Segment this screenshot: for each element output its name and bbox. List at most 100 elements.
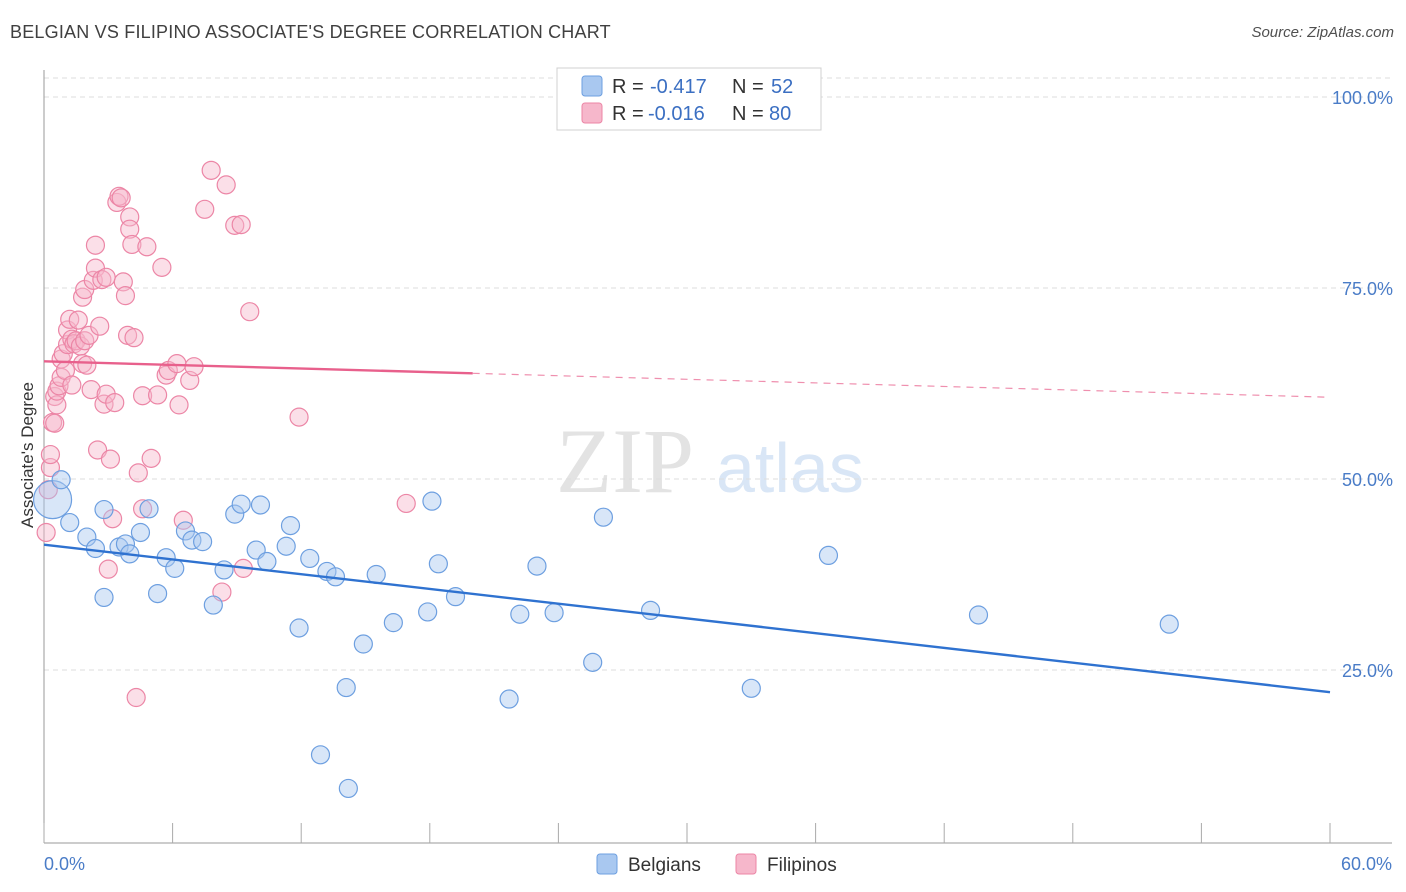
filipinos-point-63 xyxy=(167,354,187,374)
filipinos-point-42 xyxy=(105,393,125,413)
belgians-point-50 xyxy=(968,605,989,625)
filipinos-point-73 xyxy=(231,214,251,235)
belgians-point-24 xyxy=(257,551,277,572)
belgians-point-14 xyxy=(165,558,185,578)
belgians-point-2 xyxy=(60,512,80,533)
filipinos-point-58 xyxy=(141,448,161,468)
filipinos-point-40 xyxy=(100,449,121,469)
legend-n-value-filipinos: 80 xyxy=(769,103,791,125)
belgians-point-34 xyxy=(353,634,373,654)
y-tick-label-25: 25.0% xyxy=(1342,661,1393,681)
bottom-legend-swatch-belgians xyxy=(596,853,618,875)
belgians-point-20 xyxy=(225,504,245,524)
belgians-point-32 xyxy=(336,677,356,698)
legend-r-value-filipinos: -0.016 xyxy=(648,103,705,125)
belgians-point-1 xyxy=(51,470,71,490)
belgians-point-11 xyxy=(139,499,159,519)
belgians-point-42 xyxy=(510,604,530,624)
filipinos-point-71 xyxy=(216,175,236,195)
legend-r-label-filipinos: R = xyxy=(612,103,644,125)
belgians-point-29 xyxy=(310,745,331,765)
belgians-point-38 xyxy=(422,491,442,511)
y-tick-label-50: 50.0% xyxy=(1342,470,1393,490)
belgians-point-17 xyxy=(193,532,213,552)
y-tick-labels: 25.0% 50.0% 75.0% 100.0% xyxy=(1332,88,1393,681)
filipinos-point-3 xyxy=(40,444,61,465)
belgians-point-47 xyxy=(640,600,661,621)
y-tick-label-100: 100.0% xyxy=(1332,88,1393,108)
filipinos-point-7 xyxy=(47,395,67,415)
filipinos-trend-extension xyxy=(472,372,1331,398)
belgians-point-36 xyxy=(383,613,403,633)
y-axis-label: Associate's Degree xyxy=(18,382,37,528)
x-tick-label-max: 60.0% xyxy=(1341,854,1392,874)
belgians-point-44 xyxy=(544,603,564,623)
x-ticks xyxy=(43,823,1331,843)
filipinos-point-59 xyxy=(147,385,168,405)
filipinos-point-57 xyxy=(137,237,157,257)
filipinos-point-2 xyxy=(40,457,61,478)
filipinos-point-6 xyxy=(45,413,65,433)
filipinos-point-29 xyxy=(81,380,101,400)
filipinos-point-60 xyxy=(152,257,172,277)
legend-n-value-belgians: 52 xyxy=(771,76,793,98)
filipinos-point-54 xyxy=(128,463,148,483)
legend-r-value-belgians: -0.417 xyxy=(650,76,707,98)
filipinos-point-75 xyxy=(240,302,260,322)
filipinos-point-68 xyxy=(195,199,215,219)
filipinos-point-47 xyxy=(115,286,136,306)
belgians-point-27 xyxy=(289,618,309,638)
filipinos-point-37 xyxy=(96,267,116,287)
belgians-point-43 xyxy=(527,556,547,576)
filipinos-point-52 xyxy=(124,328,144,348)
filipinos-point-18 xyxy=(62,375,82,395)
trend-lines xyxy=(43,360,1331,694)
belgians-point-39 xyxy=(428,554,448,574)
belgians-point-26 xyxy=(280,516,301,536)
legend-n-label-filipinos: N = xyxy=(732,103,764,125)
belgians-point-12 xyxy=(147,583,168,604)
belgians-points xyxy=(32,470,1179,799)
chart-title: BELGIAN VS FILIPINO ASSOCIATE'S DEGREE C… xyxy=(10,22,611,42)
bottom-legend-label-filipinos: Filipinos xyxy=(767,855,837,876)
belgians-point-6 xyxy=(94,587,114,608)
axes xyxy=(43,70,1392,844)
filipinos-point-50 xyxy=(120,219,140,239)
filipinos-point-53 xyxy=(126,687,146,708)
belgians-point-21 xyxy=(231,494,251,514)
belgians-point-4 xyxy=(85,538,106,559)
belgians-point-37 xyxy=(418,602,438,622)
gridlines xyxy=(44,77,1392,671)
filipinos-point-39 xyxy=(98,559,118,579)
belgians-point-5 xyxy=(94,499,114,520)
belgians-point-51 xyxy=(1159,614,1179,634)
belgians-trend-line xyxy=(43,543,1331,694)
watermark-atlas: atlas xyxy=(716,429,864,507)
belgians-point-18 xyxy=(203,595,223,615)
legend-swatch-filipinos xyxy=(581,102,603,124)
belgians-point-35 xyxy=(366,564,386,585)
source-credit: Source: ZipAtlas.com xyxy=(1251,24,1394,41)
correlation-legend: R = -0.417 N = 52 R = -0.016 N = 80 xyxy=(556,67,822,131)
filipinos-point-21 xyxy=(68,310,88,330)
belgians-point-25 xyxy=(276,536,296,556)
legend-n-label-belgians: N = xyxy=(732,76,764,98)
filipinos-trend-line xyxy=(43,360,473,375)
x-tick-label-min: 0.0% xyxy=(44,854,85,874)
filipinos-point-77 xyxy=(396,493,416,514)
filipinos-point-56 xyxy=(132,499,153,519)
filipinos-point-64 xyxy=(169,395,189,415)
belgians-point-49 xyxy=(818,545,839,566)
filipinos-point-51 xyxy=(122,234,142,255)
belgians-point-10 xyxy=(130,522,151,543)
filipinos-point-24 xyxy=(72,287,93,307)
series-legend: Belgians Filipinos xyxy=(596,853,837,876)
belgians-point-33 xyxy=(338,778,358,799)
belgians-point-46 xyxy=(593,507,614,527)
bottom-legend-label-belgians: Belgians xyxy=(628,855,701,876)
watermark-zip: ZIP xyxy=(556,410,694,512)
filipinos-point-45 xyxy=(111,188,131,208)
filipinos-point-32 xyxy=(85,235,106,255)
filipinos-point-55 xyxy=(132,386,153,406)
